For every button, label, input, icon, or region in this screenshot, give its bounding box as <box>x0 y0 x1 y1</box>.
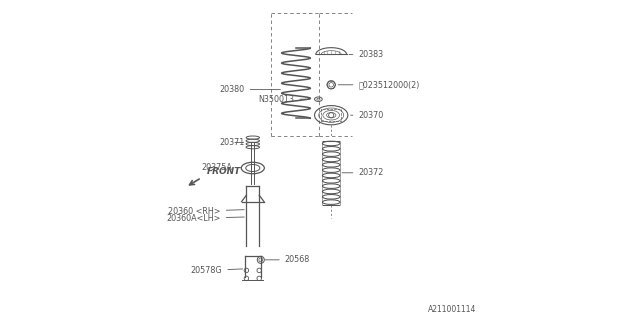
Text: 20380: 20380 <box>220 85 280 94</box>
Text: ⓝ023512000(2): ⓝ023512000(2) <box>338 80 420 89</box>
Text: 20370: 20370 <box>351 111 383 120</box>
Text: 20578G: 20578G <box>191 266 243 275</box>
Text: FRONT: FRONT <box>206 167 241 176</box>
Text: A211001114: A211001114 <box>428 305 477 314</box>
Text: 20568: 20568 <box>265 255 310 264</box>
Text: 20372: 20372 <box>342 168 384 177</box>
Text: 20375A: 20375A <box>201 164 238 172</box>
Text: 20360A<LH>: 20360A<LH> <box>166 214 244 223</box>
Text: N350013: N350013 <box>259 95 310 104</box>
Text: 20360 <RH>: 20360 <RH> <box>168 207 244 216</box>
Text: 20371: 20371 <box>220 138 245 147</box>
Text: 20383: 20383 <box>349 50 383 59</box>
